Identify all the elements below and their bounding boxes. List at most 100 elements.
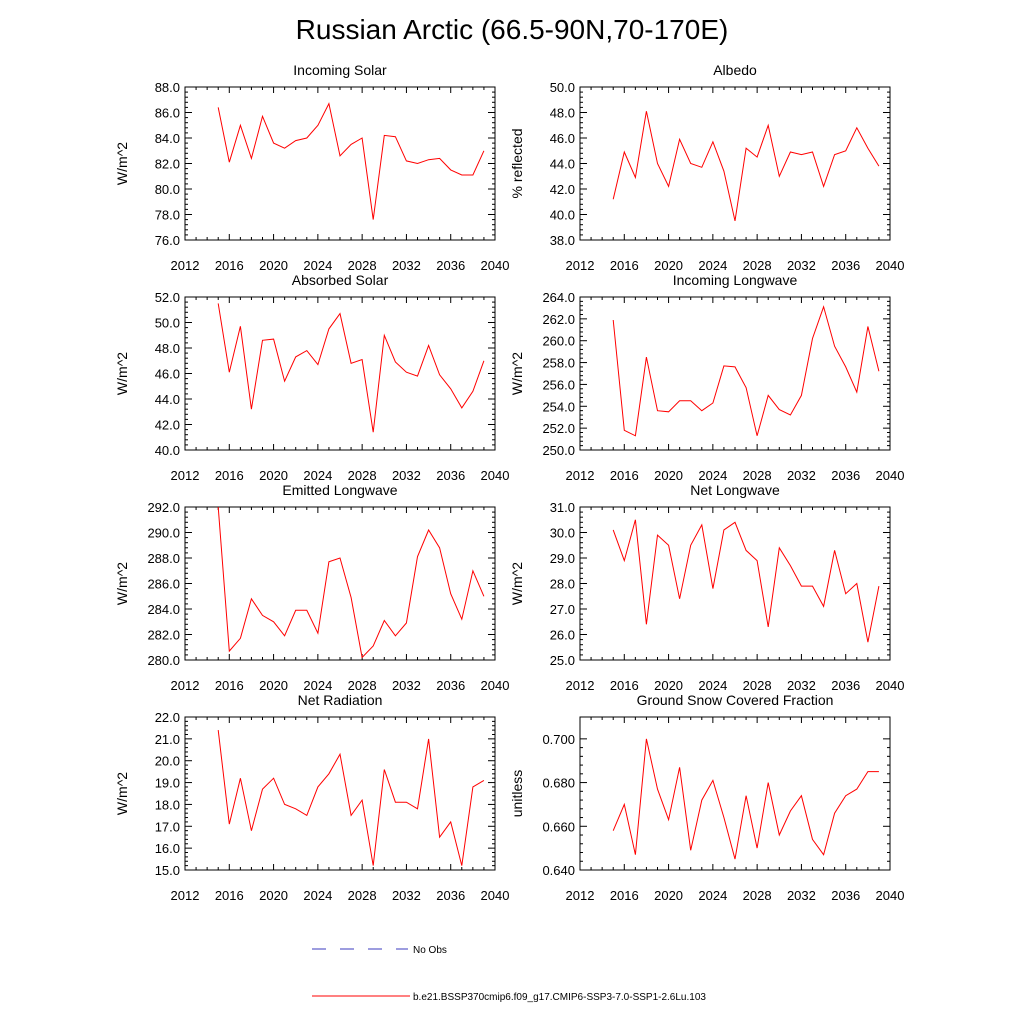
x-tick-label: 2040 bbox=[481, 888, 510, 903]
data-point bbox=[745, 549, 747, 551]
x-tick-label: 2028 bbox=[743, 888, 772, 903]
data-point bbox=[372, 218, 374, 220]
data-point bbox=[472, 570, 474, 572]
y-axis-label: W/m^2 bbox=[114, 562, 130, 605]
legend-model-label: b.e21.BSSP370cmip6.f09_g17.CMIP6-SSP3-7.… bbox=[413, 992, 706, 1003]
data-point bbox=[612, 529, 614, 531]
data-point bbox=[789, 414, 791, 416]
series-line bbox=[612, 305, 880, 437]
data-point bbox=[372, 864, 374, 866]
data-point bbox=[656, 788, 658, 790]
data-point bbox=[867, 147, 869, 149]
x-tick-label: 2020 bbox=[259, 258, 288, 273]
data-point bbox=[734, 858, 736, 860]
x-tick-label: 2032 bbox=[787, 888, 816, 903]
x-tick-label: 2020 bbox=[259, 888, 288, 903]
data-point bbox=[405, 622, 407, 624]
data-point bbox=[361, 656, 363, 658]
y-axis-label: W/m^2 bbox=[509, 562, 525, 605]
panel-title: Net Longwave bbox=[690, 482, 780, 498]
x-tick-label: 2012 bbox=[171, 258, 200, 273]
data-point bbox=[306, 137, 308, 139]
chart-panel: Absorbed Solar W/m^2 2012 2016 2020 2024 2028 2… bbox=[114, 272, 509, 483]
y-axis-label: W/m^2 bbox=[114, 142, 130, 185]
data-point bbox=[450, 169, 452, 171]
data-point bbox=[789, 151, 791, 153]
y-tick-label: 38.0 bbox=[550, 233, 575, 248]
data-point bbox=[822, 185, 824, 187]
x-tick-label: 2016 bbox=[610, 258, 639, 273]
data-point bbox=[328, 773, 330, 775]
data-point bbox=[845, 593, 847, 595]
data-point bbox=[701, 166, 703, 168]
y-tick-label: 262.0 bbox=[542, 312, 575, 327]
y-tick-label: 52.0 bbox=[155, 290, 180, 305]
data-point bbox=[800, 153, 802, 155]
y-tick-label: 288.0 bbox=[147, 551, 180, 566]
y-tick-label: 21.0 bbox=[155, 732, 180, 747]
x-tick-label: 2036 bbox=[436, 468, 465, 483]
data-point bbox=[856, 788, 858, 790]
data-point bbox=[667, 819, 669, 821]
y-tick-label: 80.0 bbox=[155, 182, 180, 197]
data-point bbox=[756, 156, 758, 158]
x-tick-label: 2028 bbox=[348, 468, 377, 483]
x-tick-label: 2020 bbox=[654, 468, 683, 483]
panel-title: Net Radiation bbox=[298, 692, 383, 708]
x-tick-label: 2012 bbox=[171, 468, 200, 483]
data-point bbox=[483, 779, 485, 781]
data-point bbox=[383, 334, 385, 336]
data-point bbox=[350, 596, 352, 598]
data-point bbox=[239, 777, 241, 779]
x-tick-label: 2036 bbox=[831, 678, 860, 693]
y-tick-label: 252.0 bbox=[542, 421, 575, 436]
data-point bbox=[745, 794, 747, 796]
y-tick-label: 19.0 bbox=[155, 776, 180, 791]
data-point bbox=[701, 409, 703, 411]
data-point bbox=[634, 519, 636, 521]
data-point bbox=[228, 650, 230, 652]
data-point bbox=[427, 158, 429, 160]
data-point bbox=[822, 854, 824, 856]
data-point bbox=[778, 547, 780, 549]
data-point bbox=[623, 803, 625, 805]
y-tick-label: 264.0 bbox=[542, 290, 575, 305]
x-tick-label: 2024 bbox=[698, 258, 727, 273]
data-point bbox=[878, 585, 880, 587]
data-point bbox=[667, 411, 669, 413]
y-axis-label: % reflected bbox=[509, 128, 525, 198]
x-tick-label: 2032 bbox=[392, 888, 421, 903]
y-tick-label: 260.0 bbox=[542, 334, 575, 349]
y-tick-label: 0.640 bbox=[542, 863, 575, 878]
data-point bbox=[438, 836, 440, 838]
x-tick-label: 2016 bbox=[215, 468, 244, 483]
data-point bbox=[856, 582, 858, 584]
data-point bbox=[811, 838, 813, 840]
data-point bbox=[416, 556, 418, 558]
data-point bbox=[217, 506, 219, 508]
data-point bbox=[767, 781, 769, 783]
data-point bbox=[778, 834, 780, 836]
data-point bbox=[228, 371, 230, 373]
data-point bbox=[645, 623, 647, 625]
x-tick-label: 2020 bbox=[654, 888, 683, 903]
data-point bbox=[800, 394, 802, 396]
panel-title: Incoming Longwave bbox=[673, 272, 798, 288]
data-point bbox=[461, 174, 463, 176]
data-point bbox=[645, 356, 647, 358]
y-tick-label: 27.0 bbox=[550, 602, 575, 617]
y-tick-label: 40.0 bbox=[550, 208, 575, 223]
data-point bbox=[712, 402, 714, 404]
data-point bbox=[317, 124, 319, 126]
data-point bbox=[261, 339, 263, 341]
data-point bbox=[822, 605, 824, 607]
data-point bbox=[350, 362, 352, 364]
data-point bbox=[701, 524, 703, 526]
y-tick-label: 22.0 bbox=[155, 710, 180, 725]
x-tick-label: 2036 bbox=[436, 678, 465, 693]
y-tick-label: 31.0 bbox=[550, 500, 575, 515]
data-point bbox=[767, 626, 769, 628]
x-tick-label: 2012 bbox=[171, 678, 200, 693]
data-point bbox=[656, 534, 658, 536]
